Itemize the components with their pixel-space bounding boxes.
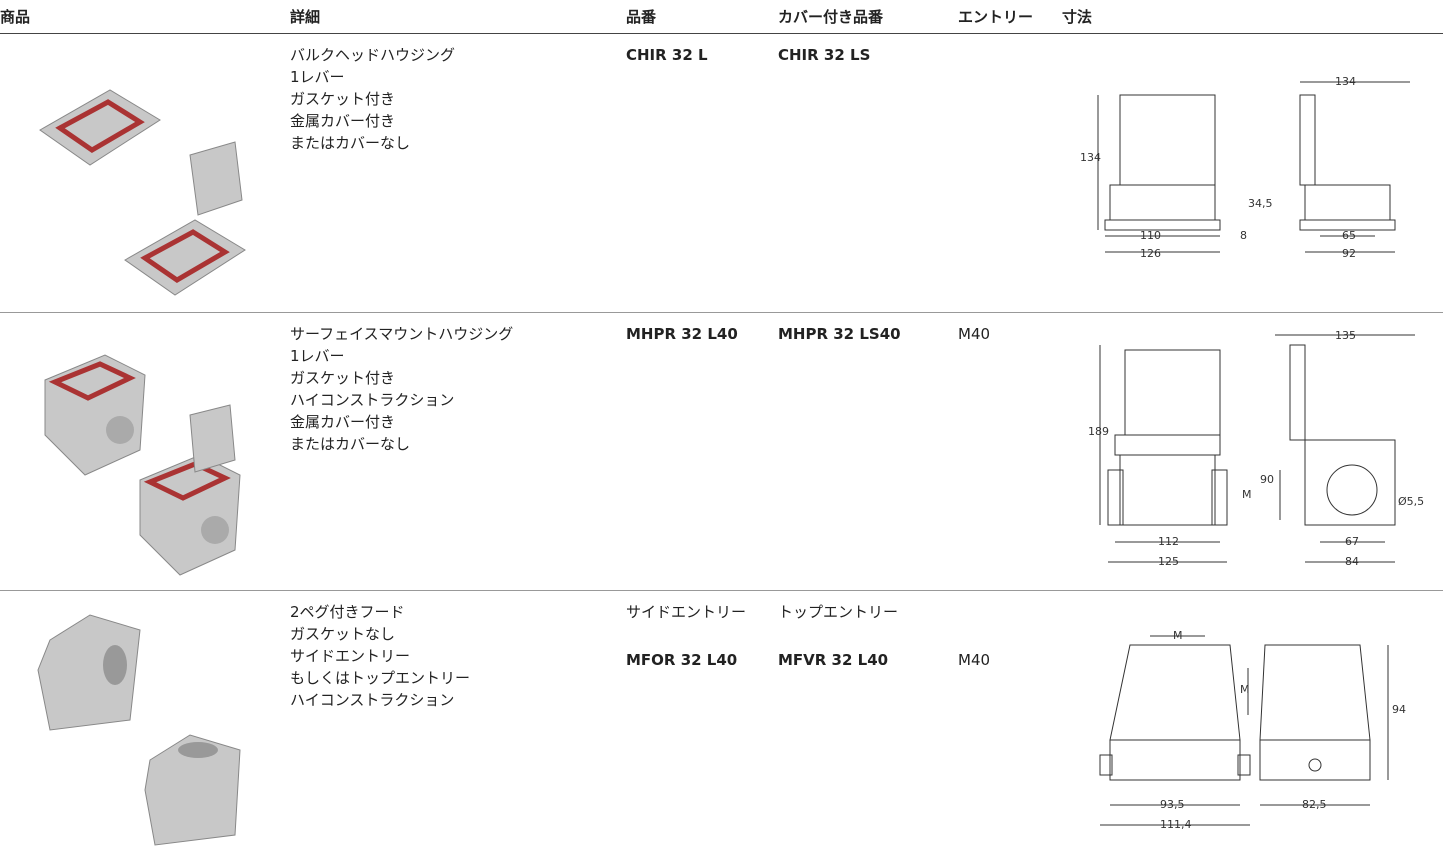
cover-part-number: CHIR 32 LS xyxy=(778,46,871,64)
dimension-label: 34,5 xyxy=(1248,197,1273,210)
detail-line: サーフェイスマウントハウジング xyxy=(290,325,514,343)
detail-line: ガスケット付き xyxy=(290,90,396,108)
dimension-label: 67 xyxy=(1345,535,1359,548)
detail-line: 1レバー xyxy=(290,68,345,86)
part-number-header: トップエントリー xyxy=(778,603,899,621)
dimension-label: 93,5 xyxy=(1160,798,1185,811)
dimension-label: 65 xyxy=(1342,229,1356,242)
dimension-drawing: M M 94 93,5 111,4 82,5 xyxy=(1099,629,1406,831)
detail-line: バルクヘッドハウジング xyxy=(290,46,456,64)
dimension-label: Ø5,5 xyxy=(1398,495,1424,508)
detail-line: サイドエントリー xyxy=(290,647,411,665)
detail-line: ガスケット付き xyxy=(290,369,396,387)
detail-line: 2ペグ付きフード xyxy=(290,603,405,621)
details: サーフェイスマウントハウジング 1レバーガスケット付きハイコンストラクション 金属カ… xyxy=(290,323,513,455)
entry: M40 xyxy=(958,651,991,669)
header-rule xyxy=(0,33,1443,34)
dimension-label: 94 xyxy=(1392,703,1406,716)
dimension-label: 125 xyxy=(1158,555,1179,568)
product-image xyxy=(37,614,241,846)
detail-line: ハイコンストラクション xyxy=(290,391,455,409)
dimension-label: M xyxy=(1242,488,1252,501)
row-rule xyxy=(0,590,1443,591)
dimension-label: 82,5 xyxy=(1302,798,1327,811)
dimension-label: 189 xyxy=(1088,425,1109,438)
entry: M40 xyxy=(958,325,991,343)
dimension-label: 126 xyxy=(1140,247,1161,260)
dimension-label: 8 xyxy=(1240,229,1247,242)
dimension-label: 134 xyxy=(1080,151,1101,164)
detail-line: またはカバーなし xyxy=(290,134,411,152)
dimension-label: M xyxy=(1240,683,1250,696)
detail-line: ハイコンストラクション xyxy=(290,691,455,709)
header-cell: カバー付き品番 xyxy=(778,8,884,26)
details: 2ペグ付きフード ガスケットなし サイドエントリーもしくはトップエントリー ハイコンス… xyxy=(290,601,470,711)
details: バルクヘッドハウジング 1レバーガスケット付き 金属カバー付き またはカバーなし xyxy=(290,44,455,154)
dimension-label: 135 xyxy=(1335,330,1356,342)
dimension-label: 92 xyxy=(1342,247,1356,260)
dimension-label: 134 xyxy=(1335,75,1356,88)
part-number: MHPR 32 L40 xyxy=(626,325,738,343)
dimension-label: 84 xyxy=(1345,555,1359,568)
product-image xyxy=(39,89,246,296)
detail-line: 1レバー xyxy=(290,347,345,365)
detail-line: またはカバーなし xyxy=(290,435,411,453)
header-cell: 品番 xyxy=(626,8,657,26)
header-cell: 寸法 xyxy=(1062,8,1093,26)
product-image xyxy=(44,354,241,576)
row-rule xyxy=(0,312,1443,313)
detail-line: 金属カバー付き xyxy=(290,413,396,431)
dimension-drawing: 189 135 90 M 112 125 67 84 Ø5,5 xyxy=(1088,330,1424,568)
header-cell: 詳細 xyxy=(290,8,321,26)
dimension-label: M xyxy=(1173,629,1183,642)
header-cell: エントリー xyxy=(958,8,1034,26)
dimension-label: 112 xyxy=(1158,535,1179,548)
detail-line: もしくはトップエントリー xyxy=(290,669,471,687)
dimension-label: 110 xyxy=(1140,229,1161,242)
dimension-label: 111,4 xyxy=(1160,818,1192,831)
part-number: CHIR 32 L xyxy=(626,46,708,64)
dimension-label: 90 xyxy=(1260,473,1274,486)
dimension-drawing: 134 134 34,5 8 110 126 65 92 xyxy=(1080,75,1410,260)
part-number-header: サイドエントリー xyxy=(626,603,747,621)
part-number: MFOR 32 L40 xyxy=(626,651,738,669)
detail-line: 金属カバー付き xyxy=(290,112,396,130)
cover-part-number: MFVR 32 L40 xyxy=(778,651,889,669)
cover-part-number: MHPR 32 LS40 xyxy=(778,325,901,343)
detail-line: ガスケットなし xyxy=(290,625,396,643)
header-cell: 商品 xyxy=(0,8,31,26)
